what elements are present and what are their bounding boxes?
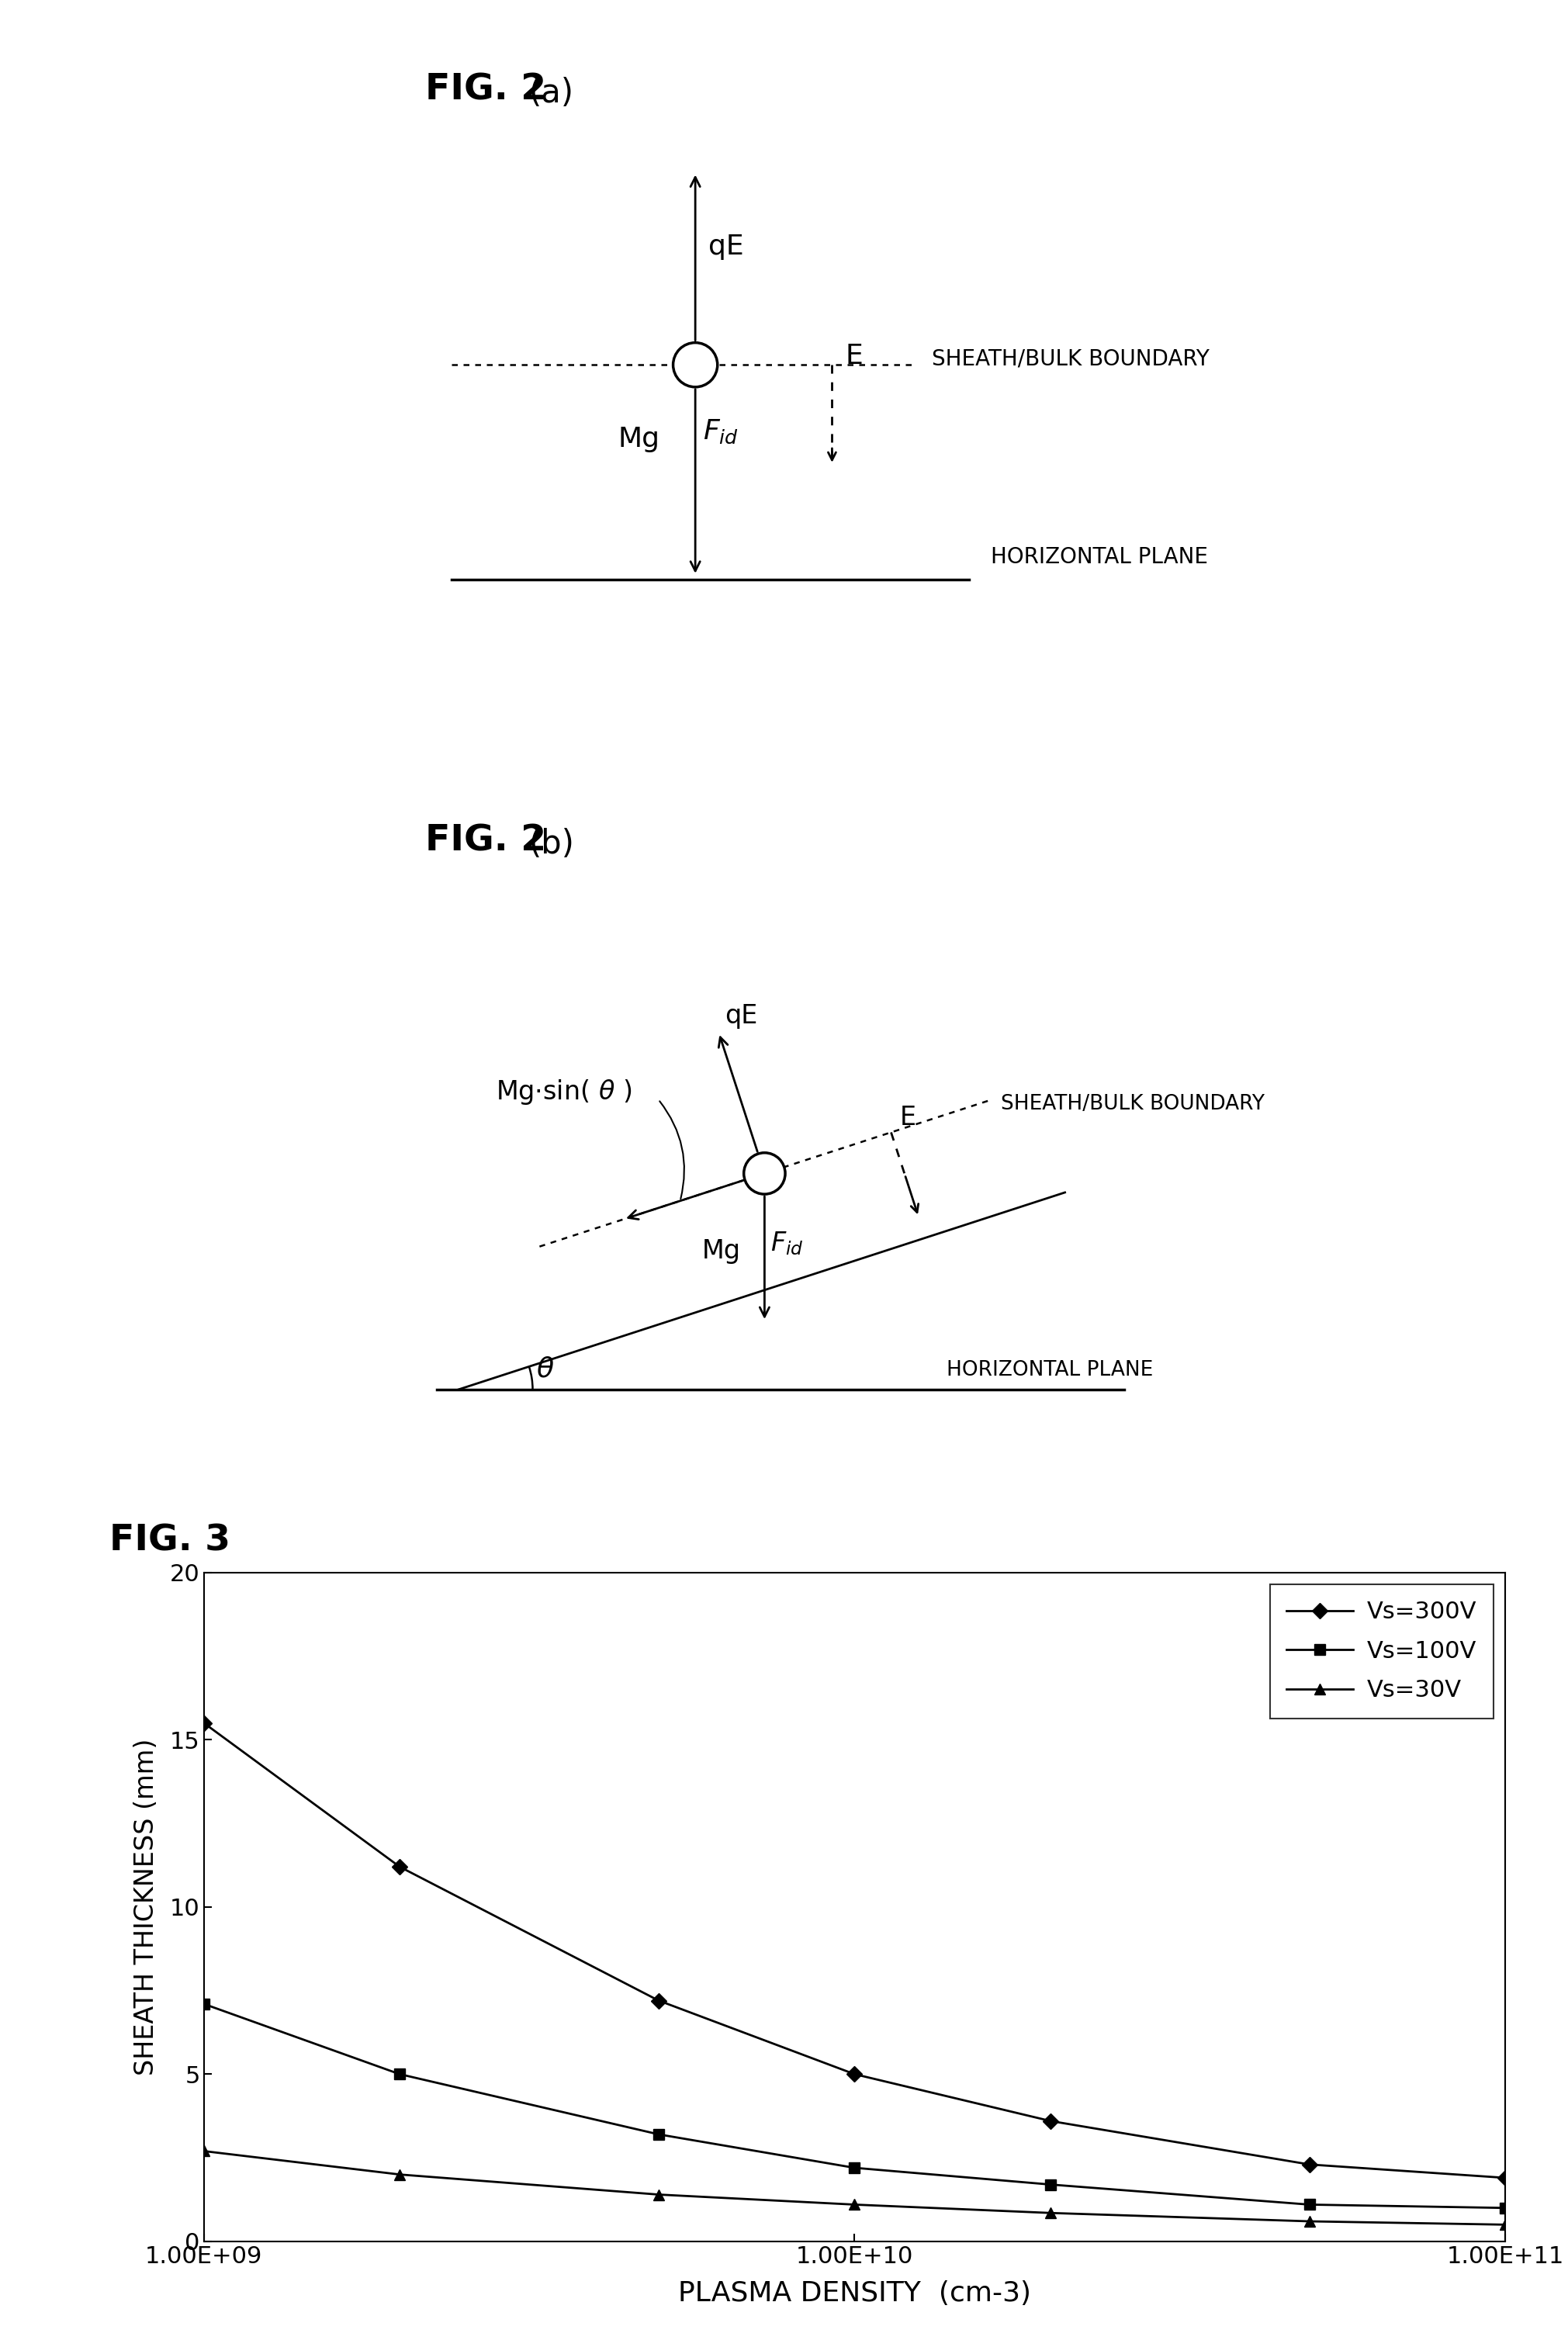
Vs=300V xyxy=(1041,2108,1060,2136)
Vs=300V xyxy=(1496,2164,1515,2192)
Vs=30V xyxy=(649,2180,668,2209)
Vs=100V xyxy=(194,1990,213,2018)
Text: qE: qE xyxy=(709,232,743,261)
Text: HORIZONTAL PLANE: HORIZONTAL PLANE xyxy=(947,1361,1152,1380)
Vs=100V xyxy=(390,2061,409,2089)
Text: FIG. 3: FIG. 3 xyxy=(110,1523,230,1558)
Text: FIG. 2: FIG. 2 xyxy=(425,824,547,859)
Text: SHEATH/BULK BOUNDARY: SHEATH/BULK BOUNDARY xyxy=(1000,1094,1264,1115)
Text: E: E xyxy=(900,1105,916,1131)
Line: Vs=300V: Vs=300V xyxy=(199,1718,1510,2183)
Vs=300V xyxy=(845,2061,864,2089)
Text: Mg$\cdot$sin( $\theta$ ): Mg$\cdot$sin( $\theta$ ) xyxy=(495,1077,632,1105)
Text: (a): (a) xyxy=(528,77,574,108)
Text: SHEATH/BULK BOUNDARY: SHEATH/BULK BOUNDARY xyxy=(931,347,1209,371)
Text: E: E xyxy=(845,343,862,368)
X-axis label: PLASMA DENSITY  (cm-3): PLASMA DENSITY (cm-3) xyxy=(677,2281,1032,2307)
Vs=300V xyxy=(194,1709,213,1737)
Text: $F_{id}$: $F_{id}$ xyxy=(770,1230,803,1258)
Text: qE: qE xyxy=(724,1005,757,1028)
Vs=30V xyxy=(1041,2199,1060,2227)
Vs=100V xyxy=(649,2119,668,2148)
Vs=30V xyxy=(194,2138,213,2166)
Circle shape xyxy=(673,343,718,387)
Text: $\theta$: $\theta$ xyxy=(536,1357,555,1382)
Vs=100V xyxy=(1496,2194,1515,2223)
Vs=100V xyxy=(1041,2171,1060,2199)
Vs=300V xyxy=(390,1852,409,1880)
Vs=30V xyxy=(1300,2206,1319,2234)
Legend: Vs=300V, Vs=100V, Vs=30V: Vs=300V, Vs=100V, Vs=30V xyxy=(1270,1584,1493,1718)
Vs=300V xyxy=(1300,2150,1319,2178)
Text: FIG. 2: FIG. 2 xyxy=(425,73,547,108)
Text: $F_{id}$: $F_{id}$ xyxy=(702,418,739,446)
Line: Vs=100V: Vs=100V xyxy=(199,2000,1510,2213)
Vs=30V xyxy=(845,2190,864,2218)
Vs=300V xyxy=(649,1986,668,2014)
Vs=100V xyxy=(1300,2190,1319,2218)
Line: Vs=30V: Vs=30V xyxy=(199,2145,1510,2230)
Y-axis label: SHEATH THICKNESS (mm): SHEATH THICKNESS (mm) xyxy=(133,1739,160,2075)
Text: HORIZONTAL PLANE: HORIZONTAL PLANE xyxy=(991,547,1209,568)
Vs=100V xyxy=(845,2155,864,2183)
Text: Mg: Mg xyxy=(618,425,660,453)
Text: Mg: Mg xyxy=(701,1239,740,1265)
Vs=30V xyxy=(390,2159,409,2187)
Vs=30V xyxy=(1496,2211,1515,2239)
Circle shape xyxy=(743,1152,786,1195)
Text: (b): (b) xyxy=(528,828,574,859)
